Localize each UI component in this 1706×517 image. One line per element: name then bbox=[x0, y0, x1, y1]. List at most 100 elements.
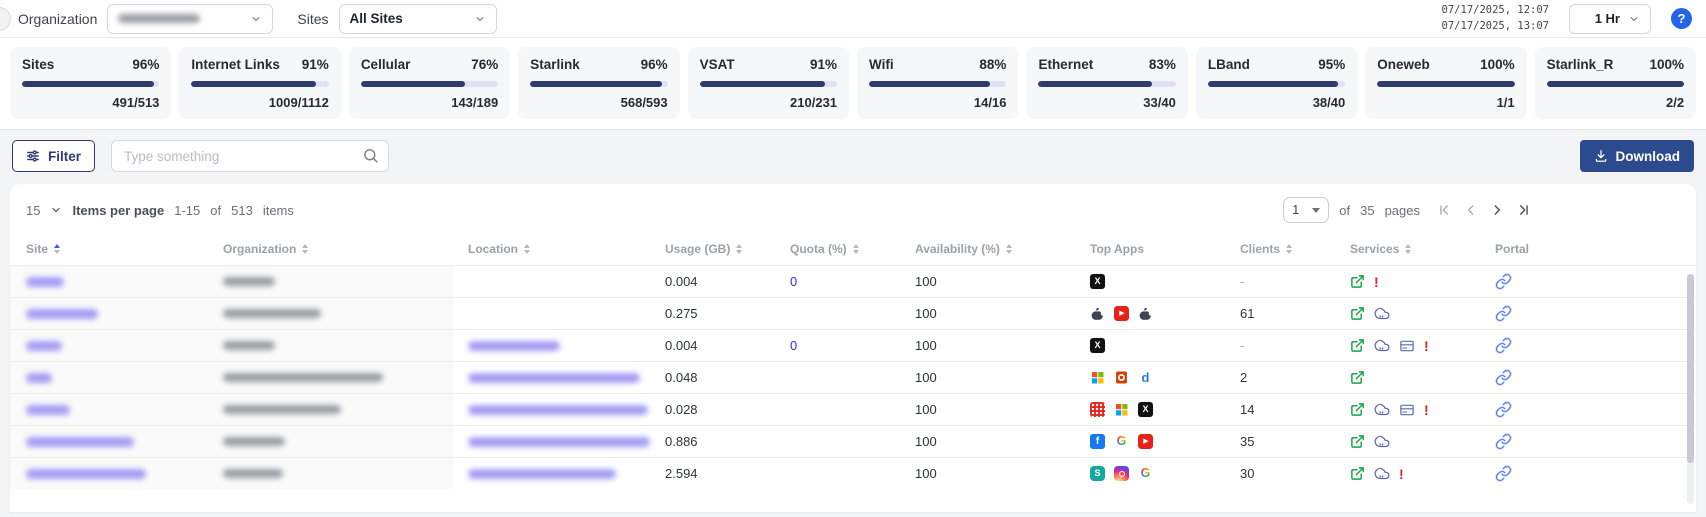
column-label: Site bbox=[26, 241, 49, 256]
location-link-redacted[interactable] bbox=[468, 468, 616, 479]
portal-link-icon[interactable] bbox=[1495, 465, 1512, 482]
location-link-redacted[interactable] bbox=[468, 372, 640, 383]
filter-button[interactable]: Filter bbox=[12, 140, 96, 172]
sort-icon bbox=[54, 243, 61, 254]
stat-fraction: 33/40 bbox=[1143, 95, 1176, 110]
stat-label: Starlink_R bbox=[1546, 57, 1614, 72]
clients-value: - bbox=[1240, 274, 1245, 289]
column-header-site[interactable]: Site bbox=[10, 242, 208, 256]
chevron-down-icon bbox=[1630, 16, 1638, 21]
table-row: 0.004 0 100 X - ! bbox=[10, 329, 1696, 361]
portal-link-icon[interactable] bbox=[1495, 273, 1512, 290]
next-page-button[interactable] bbox=[1490, 203, 1504, 217]
site-link-redacted[interactable] bbox=[26, 308, 98, 319]
external-link-icon[interactable] bbox=[1350, 370, 1365, 385]
help-icon[interactable]: ? bbox=[1671, 8, 1692, 29]
sort-icon bbox=[736, 243, 743, 254]
previous-page-button[interactable] bbox=[1464, 203, 1478, 217]
youtube-app-icon: ▶ bbox=[1114, 306, 1129, 321]
quota-link[interactable]: 0 bbox=[790, 274, 798, 289]
portal-link-icon[interactable] bbox=[1495, 369, 1512, 386]
stat-percent: 88% bbox=[979, 57, 1007, 72]
table-toolbar: Filter Download bbox=[0, 130, 1706, 184]
scrollbar-thumb[interactable] bbox=[1687, 274, 1694, 463]
site-link-redacted[interactable] bbox=[26, 340, 62, 351]
page-size-value[interactable]: 15 bbox=[26, 202, 41, 218]
portal-link-icon[interactable] bbox=[1495, 305, 1512, 322]
organization-redacted bbox=[223, 469, 283, 478]
portal-link-icon[interactable] bbox=[1495, 433, 1512, 450]
last-page-button[interactable] bbox=[1516, 203, 1530, 217]
organization-redacted bbox=[223, 309, 321, 318]
external-link-icon[interactable] bbox=[1350, 434, 1365, 449]
organization-value-redacted bbox=[118, 14, 201, 23]
external-link-icon[interactable] bbox=[1350, 306, 1365, 321]
column-label: Availability (%) bbox=[915, 241, 1000, 256]
stat-percent: 91% bbox=[810, 57, 838, 72]
vertical-scrollbar[interactable] bbox=[1687, 274, 1694, 504]
column-label: Top Apps bbox=[1090, 241, 1144, 256]
column-header-availability[interactable]: Availability (%) bbox=[900, 242, 1075, 256]
stat-percent: 100% bbox=[1649, 57, 1685, 72]
stat-progress-fill bbox=[1377, 81, 1515, 87]
edge-widget bbox=[0, 7, 11, 31]
sort-icon bbox=[1405, 243, 1412, 254]
site-link-redacted[interactable] bbox=[26, 404, 70, 415]
portal-link-icon[interactable] bbox=[1495, 337, 1512, 354]
sites-select-value: All Sites bbox=[349, 11, 403, 26]
stat-fraction: 1/1 bbox=[1496, 95, 1515, 110]
location-link-redacted[interactable] bbox=[468, 404, 648, 415]
clients-value: 35 bbox=[1240, 434, 1255, 449]
site-link-redacted[interactable] bbox=[26, 276, 64, 287]
facebook-app-icon: f bbox=[1090, 434, 1105, 449]
top-apps-cell: ▶ bbox=[1075, 298, 1225, 329]
column-header-usage-gb[interactable]: Usage (GB) bbox=[650, 242, 775, 256]
clients-value: 2 bbox=[1240, 370, 1248, 385]
external-link-icon[interactable] bbox=[1350, 402, 1365, 417]
cloud-service-icon bbox=[1374, 338, 1390, 353]
sites-label: Sites bbox=[297, 10, 329, 27]
portal-link-icon[interactable] bbox=[1495, 401, 1512, 418]
table-row: 0.048 100 d 2 bbox=[10, 361, 1696, 393]
column-header-services[interactable]: Services bbox=[1335, 242, 1480, 256]
top-apps-cell: f G ▶ bbox=[1075, 426, 1225, 457]
site-link-redacted[interactable] bbox=[26, 372, 52, 383]
availability-value: 100 bbox=[915, 370, 937, 385]
chevron-down-icon bbox=[252, 16, 260, 21]
column-label: Organization bbox=[223, 241, 297, 256]
cloud-service-icon bbox=[1374, 466, 1390, 481]
location-link-redacted[interactable] bbox=[468, 436, 650, 447]
stat-fraction: 491/513 bbox=[112, 95, 160, 110]
page-select[interactable]: 1 bbox=[1283, 197, 1330, 223]
stat-progress-fill bbox=[1546, 81, 1685, 87]
external-link-icon[interactable] bbox=[1350, 466, 1365, 481]
table-row: 0.275 100 ▶ 61 bbox=[10, 297, 1696, 329]
site-link-redacted[interactable] bbox=[26, 468, 146, 479]
site-link-redacted[interactable] bbox=[26, 436, 134, 447]
quota-link[interactable]: 0 bbox=[790, 338, 798, 353]
time-range-select[interactable]: 1 Hr bbox=[1569, 3, 1651, 34]
first-page-button[interactable] bbox=[1438, 203, 1452, 217]
external-link-icon[interactable] bbox=[1350, 338, 1365, 353]
google-app-icon: G bbox=[1114, 434, 1129, 449]
external-link-icon[interactable] bbox=[1350, 274, 1365, 289]
stat-progress-track bbox=[1377, 81, 1515, 87]
column-header-quota[interactable]: Quota (%) bbox=[775, 242, 900, 256]
clients-value: 14 bbox=[1240, 402, 1255, 417]
stat-percent: 91% bbox=[301, 57, 329, 72]
search-icon bbox=[364, 149, 378, 163]
column-header-clients[interactable]: Clients bbox=[1225, 242, 1335, 256]
stat-card-cellular: Cellular 76% 143/189 bbox=[348, 47, 511, 119]
column-header-location[interactable]: Location bbox=[453, 242, 650, 256]
location-link-redacted[interactable] bbox=[468, 340, 560, 351]
x-app-icon: X bbox=[1090, 338, 1105, 353]
column-header-organization[interactable]: Organization bbox=[208, 242, 453, 256]
stat-progress-track bbox=[22, 81, 160, 87]
search-input[interactable] bbox=[111, 140, 390, 172]
download-button[interactable]: Download bbox=[1579, 140, 1694, 172]
sort-icon bbox=[302, 243, 309, 254]
usage-value: 0.886 bbox=[665, 434, 698, 449]
sites-select[interactable]: All Sites bbox=[338, 3, 497, 34]
stat-progress-fill bbox=[530, 81, 663, 87]
organization-select[interactable] bbox=[107, 3, 274, 34]
